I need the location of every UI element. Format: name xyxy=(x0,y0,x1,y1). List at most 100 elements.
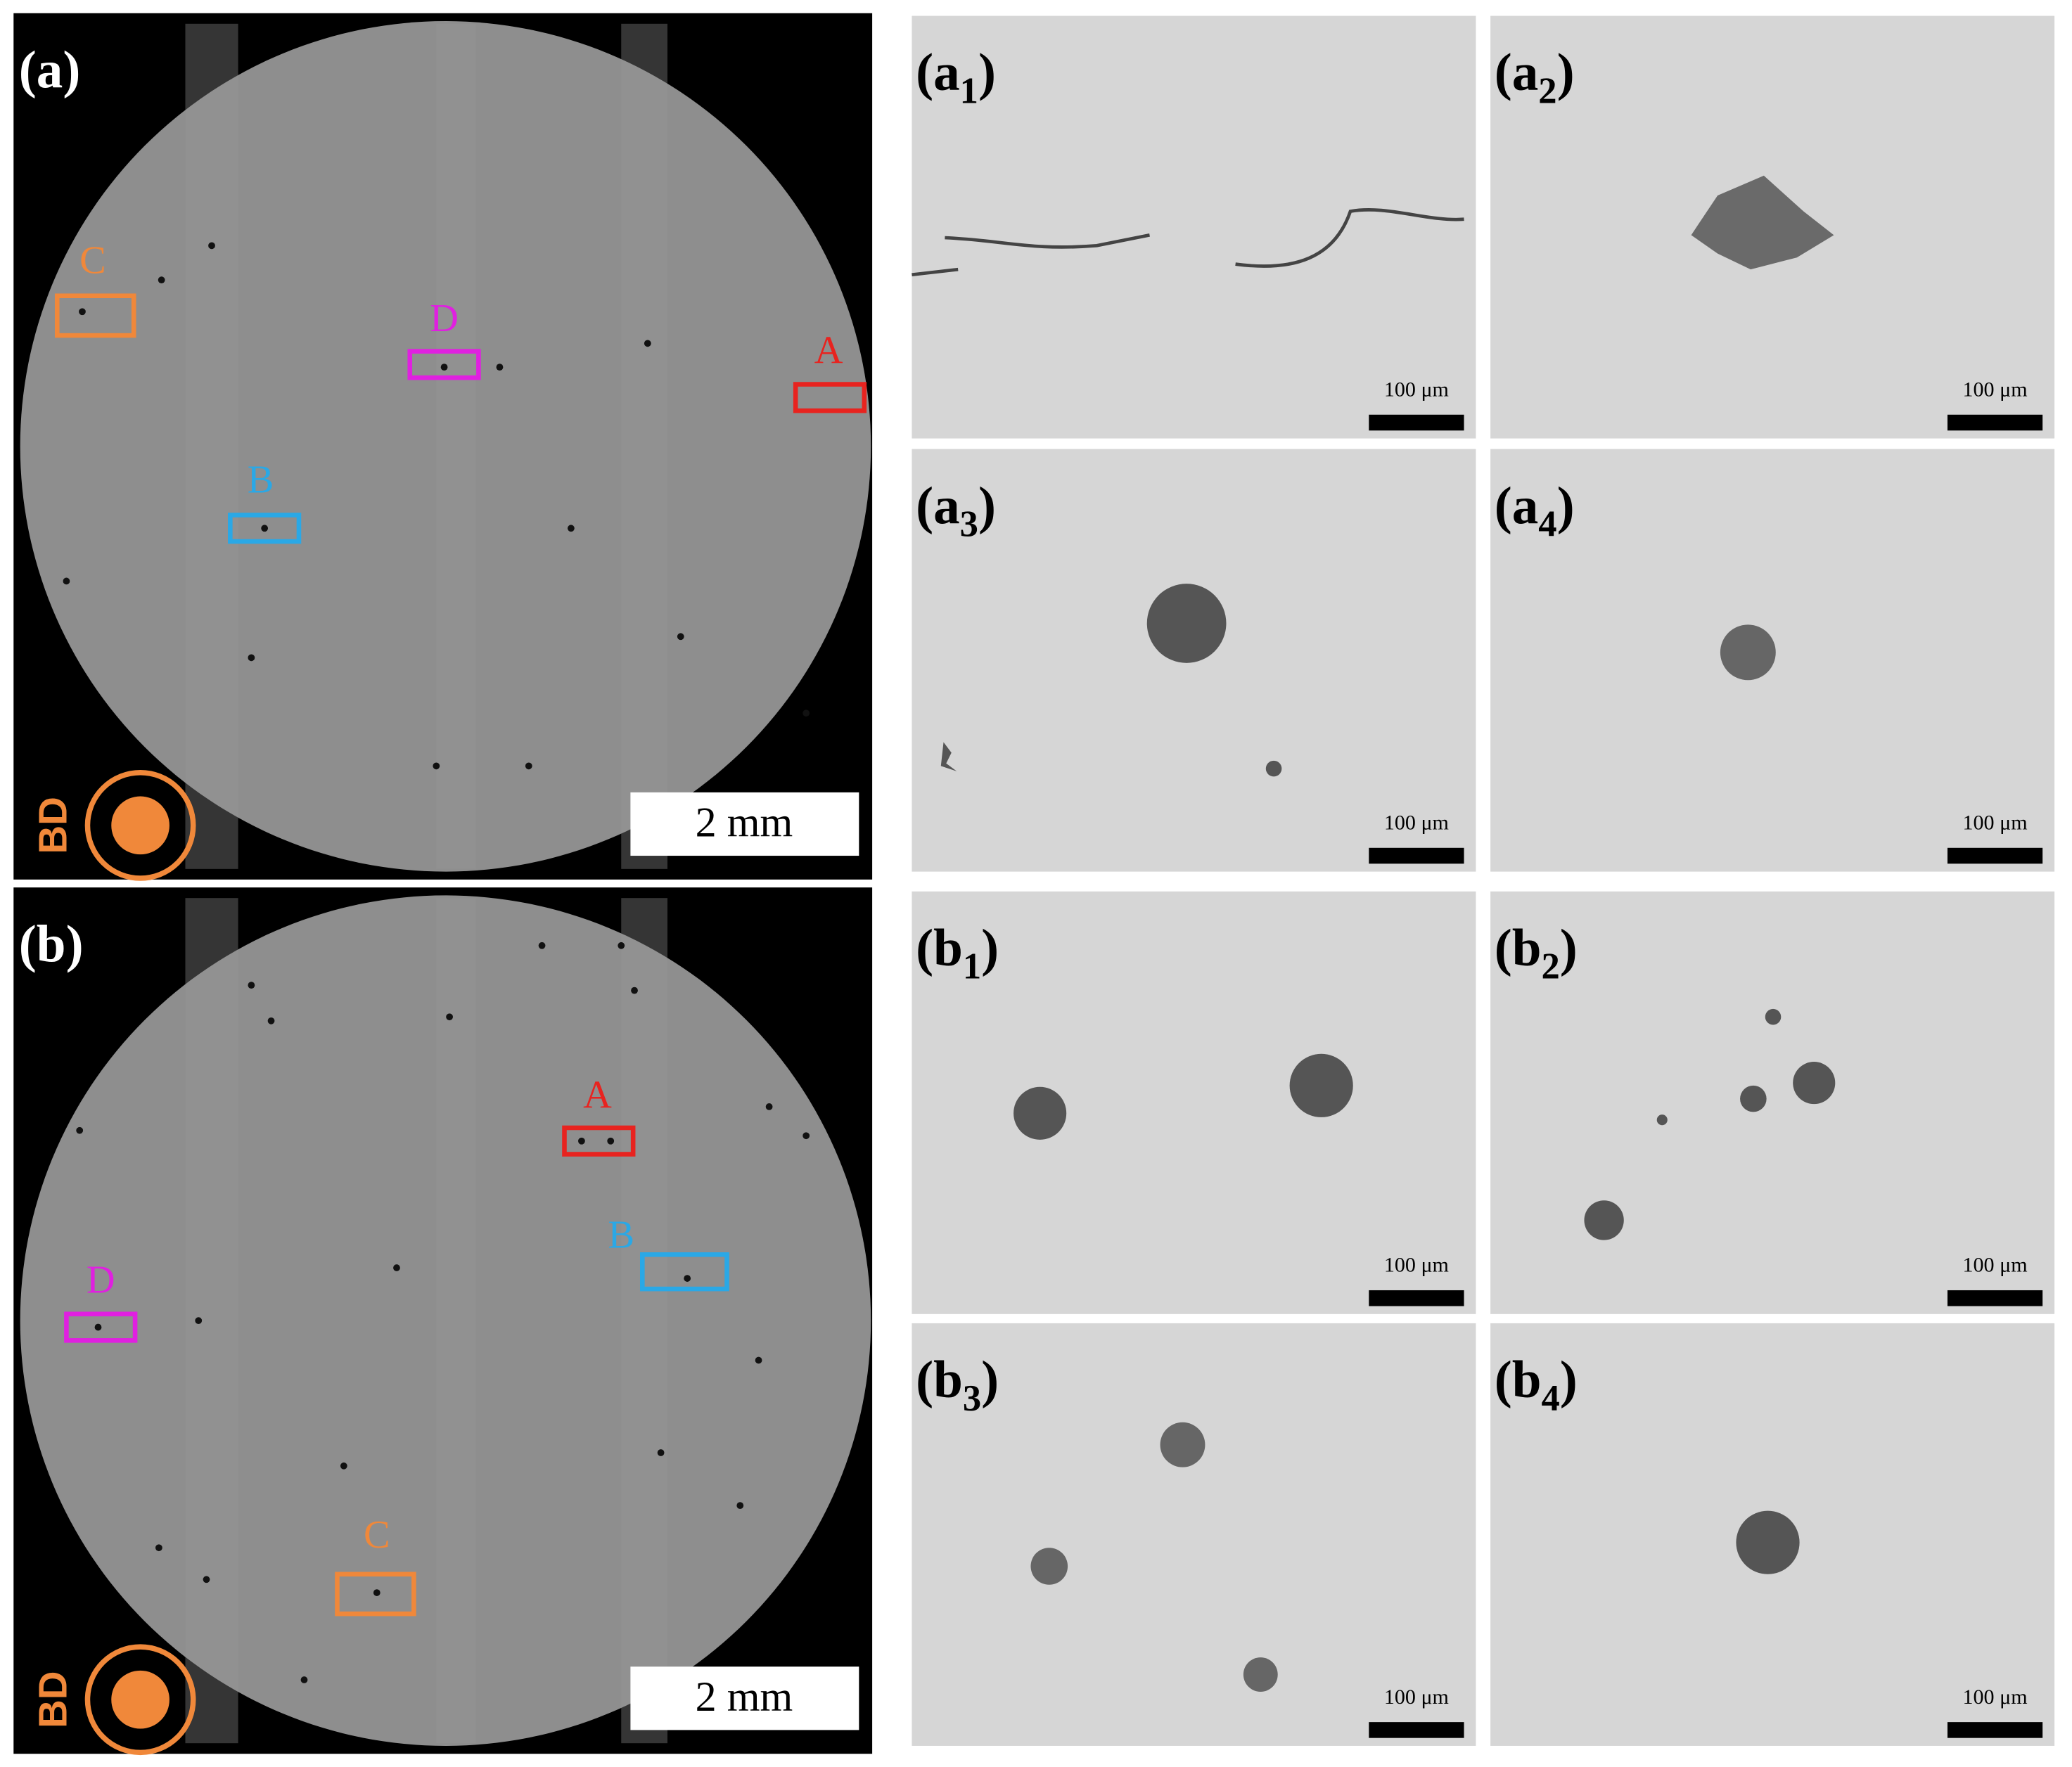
scale-bar-label: 2 mm xyxy=(696,799,793,847)
pore xyxy=(195,1317,203,1325)
inset: (a3) 100 μm xyxy=(912,449,1476,872)
region-box xyxy=(64,1311,138,1343)
track-band xyxy=(621,23,667,869)
pore xyxy=(802,1132,810,1140)
pore xyxy=(393,1264,400,1271)
region-box xyxy=(54,293,136,338)
pore xyxy=(1720,624,1776,681)
irregular-pore xyxy=(1691,175,1834,270)
inset-label: (a3) xyxy=(916,477,996,545)
pore xyxy=(1013,1086,1067,1140)
pore xyxy=(1289,1053,1353,1117)
inset: (b4) 100 μm xyxy=(1490,1323,2055,1746)
inset-label-prefix: (b xyxy=(1495,1351,1542,1409)
pore xyxy=(736,1502,744,1510)
pore xyxy=(373,1589,380,1596)
pore xyxy=(248,982,255,989)
pore xyxy=(677,633,684,641)
pore xyxy=(1656,1114,1668,1126)
pore xyxy=(158,276,165,284)
pore xyxy=(1765,1008,1782,1025)
direction-dot xyxy=(111,796,170,855)
inset-label-suffix: ) xyxy=(1560,919,1578,977)
pore xyxy=(940,742,957,771)
region-label: A xyxy=(583,1074,612,1117)
region-box xyxy=(562,1125,636,1157)
pore xyxy=(440,364,448,371)
scale-bar xyxy=(1947,847,2043,864)
pore xyxy=(1146,584,1227,663)
panel-label: (a) xyxy=(19,41,81,99)
pore xyxy=(94,1323,102,1331)
inset: (a4) 100 μm xyxy=(1490,449,2055,872)
pore xyxy=(155,1544,162,1552)
build-direction: BD xyxy=(30,797,75,854)
scale-bar-label: 100 μm xyxy=(1384,1685,1449,1709)
inset-label-subscript: 3 xyxy=(963,1378,981,1419)
region-box xyxy=(407,349,481,380)
pore xyxy=(567,525,575,532)
inset: (a2) 100 μm xyxy=(1490,15,2055,439)
inset-background xyxy=(1490,891,2055,1314)
scale-bar-label: 2 mm xyxy=(696,1673,793,1721)
inset-label: (a2) xyxy=(1495,44,1575,112)
pore xyxy=(1793,1062,1836,1105)
track-band xyxy=(185,898,238,1744)
inset-label-subscript: 2 xyxy=(1542,946,1560,987)
scale-bar xyxy=(1947,1722,2043,1738)
direction-ring xyxy=(84,769,196,881)
inset-label-subscript: 2 xyxy=(1538,70,1556,111)
track-band xyxy=(436,23,476,869)
inset-label-suffix: ) xyxy=(978,44,996,102)
inset-label: (a1) xyxy=(916,44,996,112)
scale-bar xyxy=(1369,414,1464,431)
direction-dot xyxy=(111,1670,170,1729)
pore xyxy=(433,762,440,770)
pore xyxy=(631,987,638,994)
pore xyxy=(618,942,625,949)
region-label: A xyxy=(814,328,843,372)
inset-label-prefix: (a xyxy=(916,477,960,535)
pore xyxy=(1584,1200,1624,1240)
scale-bar xyxy=(1947,414,2043,431)
inset-label-prefix: (a xyxy=(916,44,960,102)
pore xyxy=(203,1576,210,1583)
pore xyxy=(496,364,504,371)
inset-label: (b4) xyxy=(1495,1351,1578,1419)
inset-label: (b1) xyxy=(916,919,999,987)
inset: (a1) 100 μm xyxy=(912,15,1476,439)
inset-label-prefix: (b xyxy=(916,919,963,977)
inset-background xyxy=(912,1323,1476,1746)
inset: (b1) 100 μm xyxy=(912,891,1476,1314)
inset-label: (b3) xyxy=(916,1351,999,1419)
pore xyxy=(1736,1510,1800,1574)
pore xyxy=(79,308,86,316)
inset-label-suffix: ) xyxy=(978,477,996,535)
pore xyxy=(248,654,255,662)
scale-bar-box xyxy=(630,792,859,856)
pore xyxy=(446,1013,453,1021)
pore xyxy=(755,1356,762,1364)
direction-ring xyxy=(84,1644,196,1756)
pore xyxy=(261,525,269,532)
region-label: B xyxy=(608,1214,634,1257)
pore xyxy=(607,1137,615,1145)
pore xyxy=(525,762,532,770)
scale-bar-label: 100 μm xyxy=(1384,377,1449,401)
pore xyxy=(76,1126,84,1134)
track-band xyxy=(436,898,476,1744)
crack xyxy=(912,267,959,276)
scale-bar-box xyxy=(630,1666,859,1730)
region-box xyxy=(335,1572,416,1617)
scale-bar-label: 100 μm xyxy=(1963,810,2028,834)
region-label: C xyxy=(364,1513,390,1557)
inset-background xyxy=(912,15,1476,439)
inset-label-subscript: 3 xyxy=(960,504,978,545)
pore xyxy=(300,1676,308,1683)
inset: (b2) 100 μm xyxy=(1490,891,2055,1314)
inset-label-suffix: ) xyxy=(1557,477,1575,535)
inset: (b3) 100 μm xyxy=(912,1323,1476,1746)
pore xyxy=(578,1137,585,1145)
inset-background xyxy=(912,891,1476,1314)
